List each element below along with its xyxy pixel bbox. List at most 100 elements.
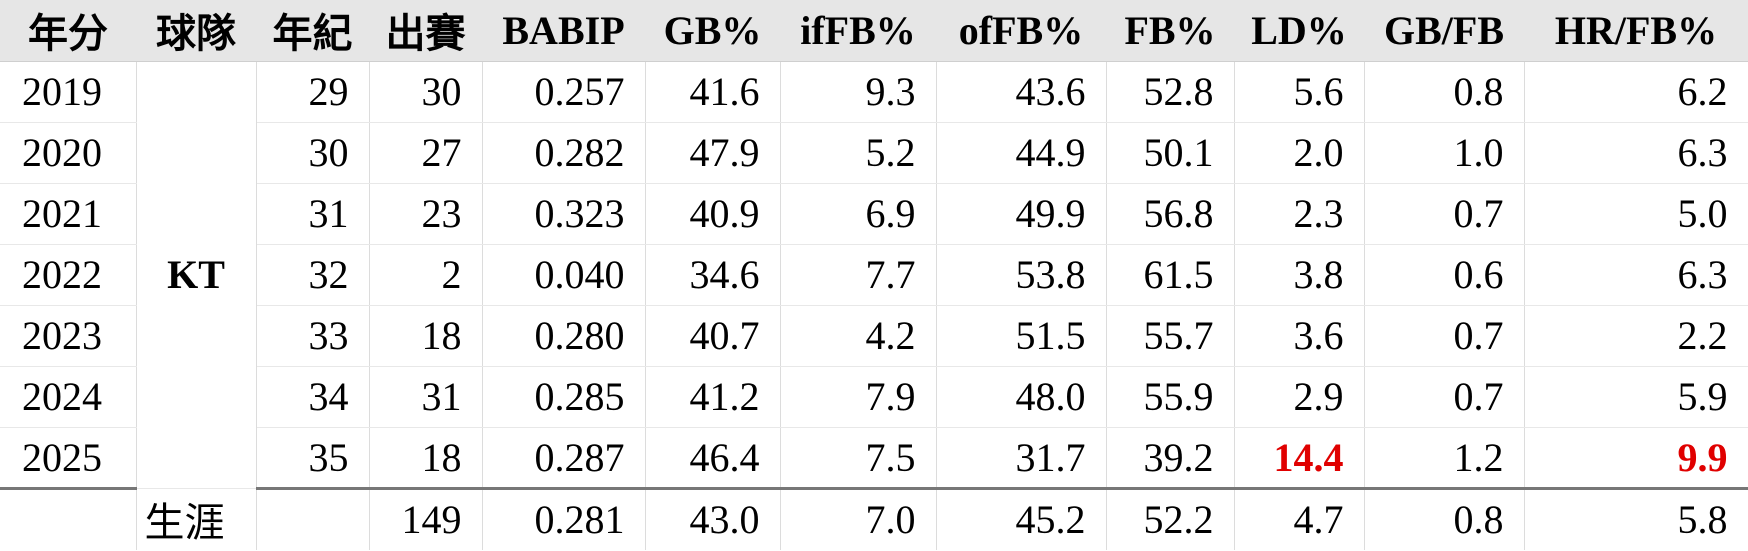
iffb-pct-cell: 5.2 xyxy=(780,122,937,184)
fb-pct-cell: 56.8 xyxy=(1106,183,1235,245)
gb-pct-cell: 40.7 xyxy=(645,305,781,367)
career-iffb-pct-cell: 7.0 xyxy=(780,488,937,550)
gb-pct-cell: 41.6 xyxy=(645,61,781,123)
career-empty-cell xyxy=(0,488,137,550)
gb-pct-cell: 40.9 xyxy=(645,183,781,245)
games-cell: 18 xyxy=(369,427,483,490)
gb-fb-cell: 1.2 xyxy=(1364,427,1525,490)
age-cell: 29 xyxy=(256,61,370,123)
babip-cell: 0.285 xyxy=(482,366,646,428)
babip-cell: 0.040 xyxy=(482,244,646,306)
career-age-cell xyxy=(256,488,370,550)
gb-pct-cell: 34.6 xyxy=(645,244,781,306)
table-row: 2022 32 2 0.040 34.6 7.7 53.8 61.5 3.8 0… xyxy=(0,244,1748,306)
gb-fb-cell: 0.7 xyxy=(1364,305,1525,367)
year-cell: 2022 xyxy=(0,244,137,306)
gb-fb-cell: 0.7 xyxy=(1364,366,1525,428)
age-cell: 31 xyxy=(256,183,370,245)
year-cell: 2019 xyxy=(0,61,137,123)
header-babip: BABIP xyxy=(482,0,645,62)
hr-fb-pct-cell-highlighted: 9.9 xyxy=(1524,427,1748,490)
fb-pct-cell: 55.9 xyxy=(1106,366,1235,428)
offb-pct-cell: 53.8 xyxy=(936,244,1107,306)
age-cell: 35 xyxy=(256,427,370,490)
header-gb-fb: GB/FB xyxy=(1364,0,1524,62)
gb-fb-cell: 0.8 xyxy=(1364,61,1525,123)
ld-pct-cell: 2.0 xyxy=(1234,122,1365,184)
gb-fb-cell: 1.0 xyxy=(1364,122,1525,184)
fb-pct-cell: 61.5 xyxy=(1106,244,1235,306)
ld-pct-cell: 3.8 xyxy=(1234,244,1365,306)
games-cell: 31 xyxy=(369,366,483,428)
table-row: 2024 34 31 0.285 41.2 7.9 48.0 55.9 2.9 … xyxy=(0,366,1748,428)
header-team: 球隊 xyxy=(136,0,256,62)
babip-cell: 0.323 xyxy=(482,183,646,245)
header-ld-pct: LD% xyxy=(1234,0,1364,62)
age-cell: 33 xyxy=(256,305,370,367)
ld-pct-cell: 2.9 xyxy=(1234,366,1365,428)
offb-pct-cell: 31.7 xyxy=(936,427,1107,490)
year-cell: 2020 xyxy=(0,122,137,184)
offb-pct-cell: 49.9 xyxy=(936,183,1107,245)
age-cell: 32 xyxy=(256,244,370,306)
header-gb-pct: GB% xyxy=(645,0,780,62)
table-row: 2020 30 27 0.282 47.9 5.2 44.9 50.1 2.0 … xyxy=(0,122,1748,184)
babip-cell: 0.257 xyxy=(482,61,646,123)
table-row: 2023 33 18 0.280 40.7 4.2 51.5 55.7 3.6 … xyxy=(0,305,1748,367)
header-hr-fb-pct: HR/FB% xyxy=(1524,0,1748,62)
year-cell: 2025 xyxy=(0,427,137,490)
year-cell: 2024 xyxy=(0,366,137,428)
ld-pct-cell: 2.3 xyxy=(1234,183,1365,245)
header-games: 出賽 xyxy=(369,0,482,62)
team-cell: KT xyxy=(136,61,257,489)
ld-pct-cell: 5.6 xyxy=(1234,61,1365,123)
iffb-pct-cell: 7.9 xyxy=(780,366,937,428)
gb-pct-cell: 46.4 xyxy=(645,427,781,490)
fb-pct-cell: 50.1 xyxy=(1106,122,1235,184)
fb-pct-cell: 39.2 xyxy=(1106,427,1235,490)
table-row: 2021 31 23 0.323 40.9 6.9 49.9 56.8 2.3 … xyxy=(0,183,1748,245)
year-cell: 2023 xyxy=(0,305,137,367)
year-cell: 2021 xyxy=(0,183,137,245)
hr-fb-pct-cell: 2.2 xyxy=(1524,305,1748,367)
iffb-pct-cell: 6.9 xyxy=(780,183,937,245)
career-ld-pct-cell: 4.7 xyxy=(1234,488,1365,550)
ld-pct-cell-highlighted: 14.4 xyxy=(1234,427,1365,490)
games-cell: 30 xyxy=(369,61,483,123)
hr-fb-pct-cell: 6.3 xyxy=(1524,244,1748,306)
offb-pct-cell: 48.0 xyxy=(936,366,1107,428)
career-fb-pct-cell: 52.2 xyxy=(1106,488,1235,550)
games-cell: 23 xyxy=(369,183,483,245)
career-gb-fb-cell: 0.8 xyxy=(1364,488,1525,550)
table-row: 2019 KT 29 30 0.257 41.6 9.3 43.6 52.8 5… xyxy=(0,61,1748,489)
gb-pct-cell: 47.9 xyxy=(645,122,781,184)
age-cell: 34 xyxy=(256,366,370,428)
age-cell: 30 xyxy=(256,122,370,184)
hr-fb-pct-cell: 6.2 xyxy=(1524,61,1748,123)
babip-cell: 0.282 xyxy=(482,122,646,184)
iffb-pct-cell: 4.2 xyxy=(780,305,937,367)
career-games-cell: 149 xyxy=(369,488,483,550)
header-year: 年分 xyxy=(0,0,136,62)
career-gb-pct-cell: 43.0 xyxy=(645,488,781,550)
hr-fb-pct-cell: 6.3 xyxy=(1524,122,1748,184)
hr-fb-pct-cell: 5.9 xyxy=(1524,366,1748,428)
gb-pct-cell: 41.2 xyxy=(645,366,781,428)
iffb-pct-cell: 9.3 xyxy=(780,61,937,123)
header-offb-pct: ofFB% xyxy=(936,0,1106,62)
ld-pct-cell: 3.6 xyxy=(1234,305,1365,367)
hr-fb-pct-cell: 5.0 xyxy=(1524,183,1748,245)
offb-pct-cell: 51.5 xyxy=(936,305,1107,367)
career-babip-cell: 0.281 xyxy=(482,488,646,550)
career-row: 生涯 149 0.281 43.0 7.0 45.2 52.2 4.7 0.8 … xyxy=(0,488,1748,550)
games-cell: 2 xyxy=(369,244,483,306)
gb-fb-cell: 0.7 xyxy=(1364,183,1525,245)
career-offb-pct-cell: 45.2 xyxy=(936,488,1107,550)
table-row: 2025 35 18 0.287 46.4 7.5 31.7 39.2 14.4… xyxy=(0,427,1748,490)
career-hr-fb-pct-cell: 5.8 xyxy=(1524,488,1748,550)
offb-pct-cell: 43.6 xyxy=(936,61,1107,123)
fb-pct-cell: 52.8 xyxy=(1106,61,1235,123)
games-cell: 18 xyxy=(369,305,483,367)
babip-cell: 0.280 xyxy=(482,305,646,367)
